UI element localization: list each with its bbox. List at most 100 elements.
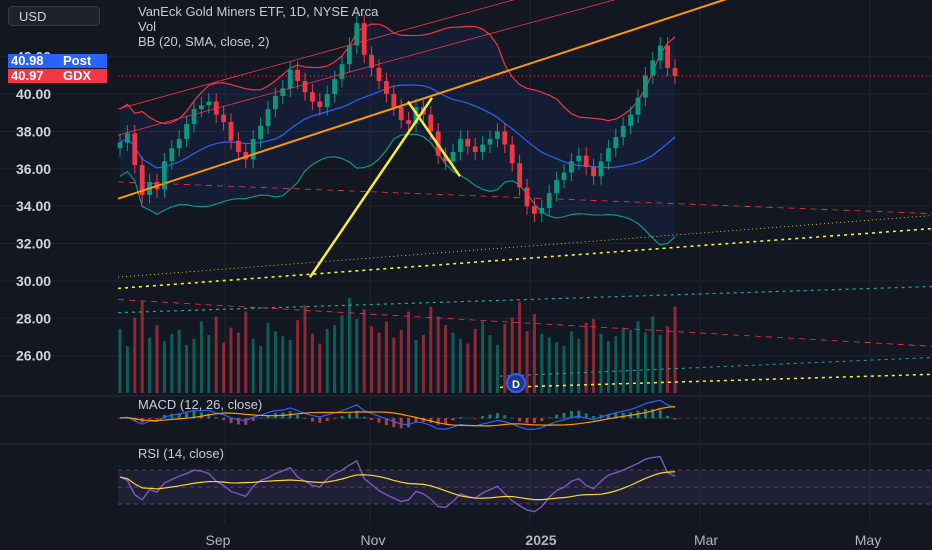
volume-bar <box>303 305 307 393</box>
macd-histogram-bar <box>133 418 137 421</box>
y-axis-labels: 26.00 28.00 30.00 32.00 34.00 36.00 38.00 40.00… <box>16 49 51 364</box>
volume-bar <box>444 325 448 393</box>
bollinger-bands <box>119 23 676 246</box>
volume-bar <box>414 339 418 393</box>
y-tick-label: 30.00 <box>16 273 51 289</box>
candle-body <box>450 151 456 162</box>
candle-body <box>524 187 530 207</box>
volume-bar <box>666 326 670 393</box>
candle-body <box>258 125 263 139</box>
candle-body <box>495 131 500 139</box>
macd-histogram-bar <box>414 418 418 423</box>
drawing-overlays[interactable]: D <box>117 0 932 393</box>
chart-title: VanEck Gold Miners ETF, 1D, NYSE Arca <box>138 4 379 19</box>
volume-bar <box>429 306 433 393</box>
dashed-line-yellow-low <box>499 373 932 389</box>
rsi-label[interactable]: RSI (14, close) <box>138 446 224 461</box>
volume-bar <box>214 316 218 393</box>
volume-bar <box>281 336 285 393</box>
volume-bar <box>177 330 181 393</box>
price-tag-gdx-value: 40.97 <box>8 69 55 83</box>
macd-histogram-bar <box>318 418 322 423</box>
x-tick-label: May <box>855 532 881 548</box>
candle-body <box>413 107 419 124</box>
volume-bar <box>296 320 300 393</box>
macd-histogram-bar <box>192 410 196 419</box>
volume-bar <box>266 322 270 393</box>
macd-histogram-bar <box>614 413 618 419</box>
macd-label[interactable]: MACD (12, 26, close) <box>138 397 263 412</box>
candle-body <box>176 138 182 149</box>
candle-body <box>228 122 234 141</box>
macd-histogram-bar <box>466 417 470 419</box>
candle-body <box>539 208 545 214</box>
volume-bar <box>636 321 640 393</box>
currency-selector[interactable]: USD <box>8 6 100 26</box>
macd-histogram-bar <box>170 413 174 419</box>
volume-bars <box>118 298 677 393</box>
volume-bar <box>318 343 322 393</box>
volume-bar <box>421 335 425 393</box>
candle-body <box>443 155 448 162</box>
volume-bar <box>503 323 507 393</box>
candle-body <box>428 114 434 132</box>
dashed-line-red <box>117 181 932 215</box>
macd-histogram-bar <box>355 410 359 419</box>
macd-histogram-bar <box>636 410 640 419</box>
volume-bar <box>244 311 248 393</box>
volume-bar <box>606 341 610 393</box>
candle-body <box>347 45 352 65</box>
macd-histogram-bar <box>377 418 381 423</box>
volume-bar <box>355 318 359 393</box>
channel-upper-red <box>117 0 616 136</box>
macd-histogram-bar <box>444 418 448 424</box>
indicator-bb-label[interactable]: BB (20, SMA, close, 2) <box>138 34 270 49</box>
candle-body <box>606 148 611 162</box>
candle-body <box>598 161 604 177</box>
candle-body <box>117 142 123 149</box>
volume-bar <box>599 333 603 393</box>
macd-histogram-bar <box>577 410 581 419</box>
macd-histogram-bar <box>222 418 226 421</box>
candle-body <box>583 155 589 167</box>
indicator-vol-label[interactable]: Vol <box>138 19 157 34</box>
macd-histogram-bar <box>118 418 122 419</box>
volume-bar <box>540 333 544 393</box>
volume-bar <box>170 333 174 393</box>
macd-histogram-bar <box>244 418 248 425</box>
volume-bar <box>288 339 292 393</box>
candle-body <box>458 138 463 152</box>
volume-bar <box>547 337 551 393</box>
candle-body <box>265 109 271 126</box>
volume-bar <box>259 346 263 393</box>
dashed-line-teal-low <box>499 357 932 377</box>
macd-histogram-bar <box>503 415 507 419</box>
macd-histogram-bar <box>658 409 662 419</box>
volume-bar <box>118 328 122 393</box>
y-tick-label: 34.00 <box>16 198 51 214</box>
candle-body <box>620 125 626 138</box>
volume-bar <box>125 346 129 393</box>
volume-bar <box>643 332 647 393</box>
volume-bar <box>185 344 189 393</box>
macd-histogram-bar <box>266 414 270 419</box>
macd-histogram-bar <box>562 412 566 419</box>
volume-bar <box>310 333 314 393</box>
candle-body <box>591 166 596 177</box>
macd-histogram-bar <box>148 418 152 420</box>
candle-body <box>576 155 582 162</box>
macd-histogram-bar <box>488 414 492 419</box>
volume-bar <box>466 343 470 393</box>
macd-histogram-bar <box>518 418 522 422</box>
volume-bar <box>621 327 625 393</box>
macd-histogram-bar <box>532 418 536 424</box>
candle-body <box>569 161 574 173</box>
volume-bar <box>555 342 559 393</box>
price-tag-post-value: 40.98 <box>8 54 55 68</box>
candle-body <box>295 69 300 81</box>
volume-bar <box>340 315 344 393</box>
volume-bar <box>481 321 485 393</box>
macd-histogram-bar <box>643 408 647 419</box>
candle-body <box>302 80 308 93</box>
